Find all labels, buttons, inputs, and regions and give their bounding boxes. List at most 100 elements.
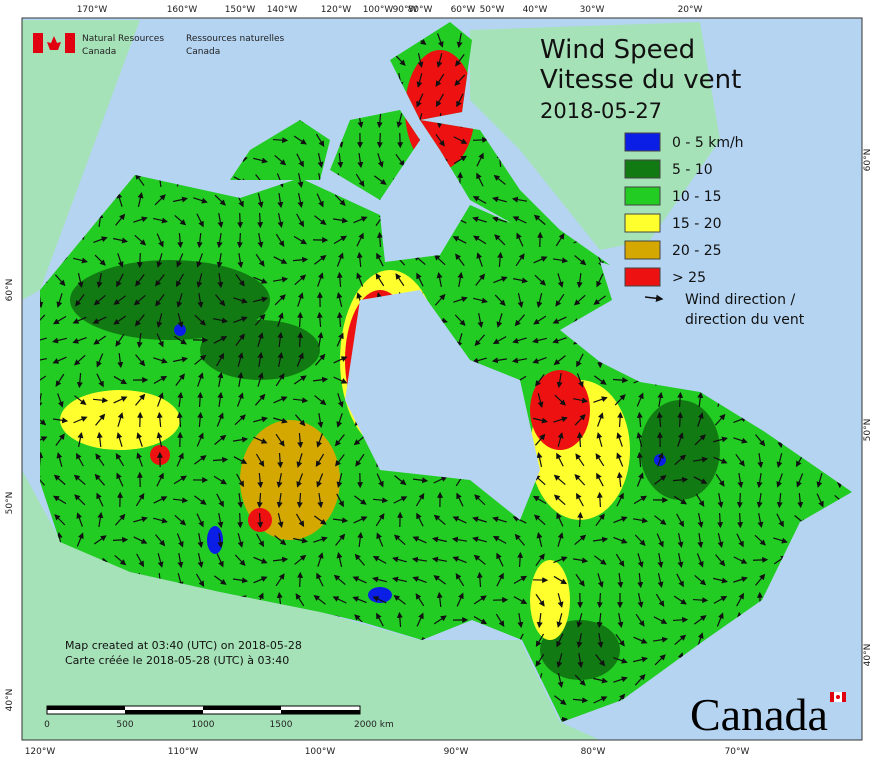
lat-label: 50°N xyxy=(863,419,873,442)
land-south xyxy=(22,470,600,740)
wind-arrow xyxy=(93,335,107,345)
wind-arrow xyxy=(697,632,704,647)
wind-arrow xyxy=(76,452,84,467)
wind-arrow xyxy=(755,573,766,586)
wind-arrow xyxy=(433,514,446,526)
wind-arrow xyxy=(412,477,429,484)
lat-label: 50°N xyxy=(5,492,15,515)
wind-arrow xyxy=(472,516,487,523)
wind-arrow xyxy=(436,271,443,287)
wind-arrow xyxy=(97,511,104,528)
wind-arrow xyxy=(595,654,606,667)
scale-seg xyxy=(281,710,360,714)
agency-en: Canada xyxy=(82,47,116,57)
wind-arrow xyxy=(297,571,304,588)
wind-arrow xyxy=(136,452,143,467)
wind-arrow xyxy=(173,335,187,345)
lon-label: 170°W xyxy=(77,5,108,15)
wind-arrow xyxy=(257,193,264,208)
wind-arrow xyxy=(536,532,543,547)
wind-arrow xyxy=(694,434,706,446)
wind-arrow xyxy=(175,373,185,386)
wind-arrow xyxy=(754,534,766,546)
wind-arrow xyxy=(117,412,124,427)
wind-arrow xyxy=(552,257,569,264)
wind-arrow xyxy=(553,474,566,486)
wind-arrow xyxy=(736,533,744,548)
wind-arrow xyxy=(476,152,484,167)
wind-arrow xyxy=(534,274,546,286)
wind-arrow xyxy=(214,194,226,206)
wind-arrow xyxy=(556,633,564,648)
legend-label: 15 - 20 xyxy=(672,216,722,232)
wind-arrow xyxy=(136,432,143,447)
wind-arrow xyxy=(196,232,203,249)
wind-arrow xyxy=(114,554,127,566)
wind-arrow xyxy=(616,492,624,507)
wind-arrow xyxy=(153,375,168,384)
wind-arrow xyxy=(293,375,307,385)
wind-arrow xyxy=(472,536,487,543)
wind-arrow xyxy=(333,376,348,384)
wind-arrow xyxy=(553,575,568,585)
wind-arrow xyxy=(536,293,543,308)
wind-arrow xyxy=(653,616,668,624)
wind-arrow xyxy=(454,314,466,327)
wind-arrow xyxy=(155,294,165,307)
wind-arrow xyxy=(596,491,603,508)
wind-arrow xyxy=(40,375,47,385)
wind-arrow xyxy=(113,295,126,305)
wind-arrow xyxy=(52,417,69,424)
wind-arrow xyxy=(532,495,547,505)
scale-label: 0 xyxy=(44,720,50,730)
wind-arrow xyxy=(316,311,323,328)
wind-arrow xyxy=(295,593,305,607)
wind-arrow xyxy=(274,294,286,306)
wind-arrow xyxy=(535,653,545,667)
wind-arrow xyxy=(277,213,284,229)
wind-arrow xyxy=(95,453,105,467)
wind-arrow xyxy=(451,536,468,543)
zone xyxy=(200,320,320,380)
wind-arrow xyxy=(431,536,447,543)
lat-label: 60°N xyxy=(5,279,15,302)
wind-arrow xyxy=(717,533,724,548)
wind-arrow xyxy=(373,175,387,185)
wind-arrow xyxy=(535,374,545,387)
wind-arrow xyxy=(435,133,445,147)
wind-arrow xyxy=(613,516,628,524)
legend-label: 5 - 10 xyxy=(672,162,713,178)
wind-arrow xyxy=(434,293,446,306)
wind-arrow xyxy=(133,536,148,544)
wind-arrow xyxy=(593,295,606,305)
wind-arrow xyxy=(577,511,584,528)
wind-arrow xyxy=(416,272,424,287)
wind-arrow xyxy=(354,553,365,566)
wind-arrow xyxy=(492,216,507,223)
wind-arrow xyxy=(217,391,224,408)
wind-arrow xyxy=(677,533,684,549)
wind-arrow xyxy=(197,292,204,309)
wind-arrow xyxy=(177,552,184,569)
wind-arrow xyxy=(176,411,183,428)
wind-arrow xyxy=(713,456,728,464)
wind-arrow xyxy=(392,576,407,583)
wind-arrow xyxy=(177,391,184,408)
scale-seg xyxy=(125,710,203,714)
wind-arrow xyxy=(254,313,266,326)
wind-arrow xyxy=(696,553,704,568)
wind-arrow xyxy=(496,572,504,587)
wind-arrow xyxy=(595,513,605,527)
wind-arrow xyxy=(257,512,264,529)
wind-arrow xyxy=(472,196,487,204)
wind-arrow xyxy=(113,237,129,244)
wind-arrow xyxy=(55,373,65,387)
wind-arrow xyxy=(115,213,126,226)
wind-arrow xyxy=(253,416,268,423)
wind-arrow xyxy=(637,572,644,589)
wind-arrow xyxy=(594,555,607,565)
wind-arrow xyxy=(576,353,584,368)
wind-arrow xyxy=(113,375,128,385)
wind-arrow xyxy=(40,314,46,326)
